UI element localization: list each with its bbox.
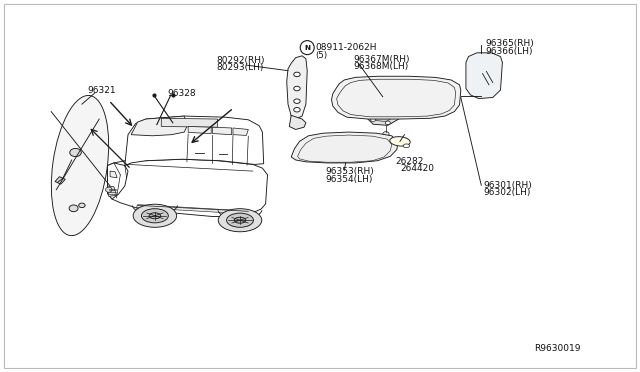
Ellipse shape — [294, 86, 300, 91]
Ellipse shape — [69, 205, 78, 212]
Ellipse shape — [403, 144, 410, 148]
Text: N: N — [304, 45, 310, 51]
Text: 96302(LH): 96302(LH) — [483, 188, 531, 197]
Text: 96301(RH): 96301(RH) — [483, 181, 532, 190]
Polygon shape — [136, 205, 255, 214]
Polygon shape — [161, 118, 218, 127]
Text: 96367M(RH): 96367M(RH) — [353, 55, 410, 64]
Ellipse shape — [218, 209, 262, 232]
Text: 80293(LH): 80293(LH) — [216, 63, 264, 72]
Polygon shape — [108, 159, 268, 217]
Text: 96328: 96328 — [168, 89, 196, 98]
Polygon shape — [291, 132, 398, 163]
Text: (5): (5) — [315, 51, 327, 60]
Text: 96366(LH): 96366(LH) — [485, 47, 532, 56]
Ellipse shape — [159, 121, 167, 126]
Ellipse shape — [383, 132, 389, 136]
Polygon shape — [373, 102, 392, 122]
Ellipse shape — [133, 204, 177, 227]
Polygon shape — [125, 116, 264, 166]
Text: 96365(RH): 96365(RH) — [485, 39, 534, 48]
Ellipse shape — [70, 148, 81, 157]
Ellipse shape — [374, 100, 379, 103]
Ellipse shape — [371, 118, 376, 122]
Ellipse shape — [385, 99, 390, 102]
Polygon shape — [55, 177, 65, 184]
Text: 96368M(LH): 96368M(LH) — [353, 62, 408, 71]
Ellipse shape — [141, 209, 168, 223]
Text: 26282: 26282 — [396, 157, 424, 166]
Circle shape — [300, 41, 314, 55]
Text: 96321: 96321 — [88, 86, 116, 94]
Polygon shape — [131, 116, 187, 136]
Text: 80292(RH): 80292(RH) — [216, 56, 265, 65]
Polygon shape — [466, 53, 502, 99]
Polygon shape — [289, 115, 306, 129]
Polygon shape — [367, 97, 401, 125]
Text: 96353(RH): 96353(RH) — [325, 167, 374, 176]
Polygon shape — [110, 171, 117, 178]
Text: 08911-2062H: 08911-2062H — [315, 43, 376, 52]
Ellipse shape — [51, 96, 109, 235]
Text: 96354(LH): 96354(LH) — [325, 175, 372, 184]
Ellipse shape — [294, 99, 300, 103]
Ellipse shape — [149, 213, 161, 219]
Ellipse shape — [385, 121, 390, 125]
Polygon shape — [108, 163, 128, 199]
Ellipse shape — [294, 72, 300, 77]
Polygon shape — [287, 56, 307, 119]
Polygon shape — [108, 186, 116, 196]
Polygon shape — [233, 128, 248, 135]
Ellipse shape — [234, 217, 246, 223]
Ellipse shape — [390, 137, 410, 146]
Polygon shape — [188, 126, 211, 134]
Text: 264420: 264420 — [400, 164, 434, 173]
Ellipse shape — [227, 213, 253, 227]
Ellipse shape — [294, 108, 300, 112]
Ellipse shape — [106, 187, 112, 192]
Text: R9630019: R9630019 — [534, 344, 581, 353]
Polygon shape — [332, 76, 461, 119]
Polygon shape — [212, 127, 232, 135]
Ellipse shape — [79, 203, 85, 208]
